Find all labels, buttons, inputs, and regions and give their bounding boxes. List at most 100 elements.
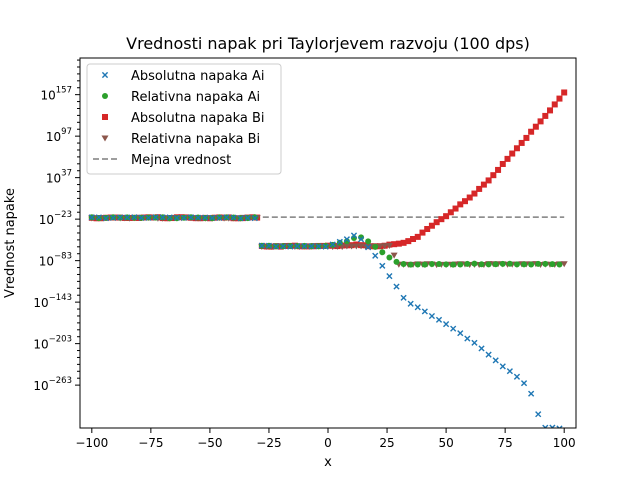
data-point	[145, 214, 152, 221]
marker-stroke	[528, 390, 535, 397]
legend-label: Mejna vrednost	[131, 153, 231, 168]
data-point	[390, 252, 398, 259]
data-point	[509, 150, 516, 157]
data-point	[414, 233, 421, 240]
marker-stroke	[272, 243, 280, 250]
data-point	[447, 209, 454, 216]
marker-stroke	[450, 325, 457, 332]
data-point	[547, 107, 554, 114]
x-tick-label: −50	[197, 436, 222, 450]
data-point	[336, 238, 343, 245]
data-point	[537, 118, 544, 125]
marker-stroke	[400, 294, 407, 301]
data-point	[386, 254, 393, 261]
marker-stroke	[202, 214, 209, 221]
marker-stroke	[357, 236, 365, 243]
data-point	[343, 238, 350, 245]
data-point	[556, 261, 563, 268]
marker-stroke	[101, 71, 109, 79]
data-point	[237, 215, 244, 222]
data-point	[308, 243, 315, 250]
data-point	[478, 345, 485, 352]
data-point	[492, 261, 499, 268]
data-point	[400, 294, 407, 301]
data-point	[485, 177, 492, 184]
marker-stroke	[329, 241, 336, 248]
data-point	[391, 241, 398, 248]
marker-stroke	[379, 262, 386, 269]
data-point	[379, 262, 386, 269]
data-point	[561, 89, 568, 96]
marker-stroke	[478, 345, 485, 352]
marker-stroke	[88, 214, 95, 221]
x-tick-label: 75	[498, 436, 513, 450]
data-point	[152, 214, 159, 221]
data-point	[367, 243, 375, 250]
data-point	[485, 351, 492, 358]
data-point	[466, 194, 473, 201]
marker-stroke	[558, 425, 563, 428]
marker-stroke	[343, 236, 350, 243]
marker-stroke	[457, 330, 464, 337]
data-point	[523, 134, 530, 141]
data-point	[251, 215, 258, 222]
data-point	[315, 243, 322, 250]
marker-stroke	[251, 215, 258, 222]
data-point	[343, 236, 350, 243]
x-tick-label: −25	[256, 436, 281, 450]
marker-stroke	[117, 214, 124, 221]
data-point	[457, 261, 464, 268]
marker-stroke	[124, 214, 131, 221]
data-point	[513, 373, 521, 380]
data-point	[258, 242, 265, 249]
data-point	[88, 214, 95, 221]
marker-stroke	[336, 238, 343, 245]
data-point	[365, 244, 372, 251]
data-point	[400, 260, 407, 267]
data-point	[358, 234, 365, 241]
data-point	[457, 201, 464, 208]
data-point	[452, 205, 459, 212]
data-point	[436, 261, 443, 268]
marker-stroke	[350, 232, 358, 239]
marker-stroke	[443, 320, 450, 328]
marker-stroke	[145, 214, 152, 221]
data-point	[499, 260, 506, 267]
marker-stroke	[152, 214, 159, 221]
data-point	[560, 261, 568, 268]
data-point	[138, 214, 145, 221]
data-point	[485, 261, 492, 268]
data-point	[435, 316, 443, 323]
x-tick-label: 0	[324, 436, 332, 450]
data-point	[490, 172, 497, 179]
marker-stroke	[95, 214, 102, 221]
data-point	[471, 190, 478, 197]
marker-stroke	[166, 214, 173, 221]
marker-stroke	[294, 243, 301, 250]
marker-stroke	[322, 243, 329, 250]
marker-stroke	[301, 243, 308, 250]
data-point	[528, 390, 535, 397]
y-tick-label: 10−263	[33, 376, 72, 393]
data-point	[478, 261, 485, 268]
data-point	[385, 243, 393, 250]
chart-title: Vrednosti napak pri Taylorjevem razvoju …	[126, 34, 530, 53]
data-point	[471, 339, 478, 346]
data-point	[393, 283, 400, 290]
data-point	[464, 260, 471, 267]
marker-stroke	[180, 214, 188, 221]
data-point	[294, 243, 301, 250]
series-absolutna-napaka-ai	[88, 214, 563, 428]
data-point	[287, 243, 294, 250]
legend-marker	[102, 93, 108, 99]
legend-marker	[101, 71, 109, 79]
marker-stroke	[499, 363, 506, 370]
data-point	[421, 261, 428, 268]
marker-stroke	[471, 339, 478, 346]
data-point	[504, 155, 511, 162]
marker-stroke	[209, 214, 216, 221]
data-point	[461, 198, 468, 205]
data-point	[407, 300, 414, 307]
data-point	[506, 260, 513, 267]
